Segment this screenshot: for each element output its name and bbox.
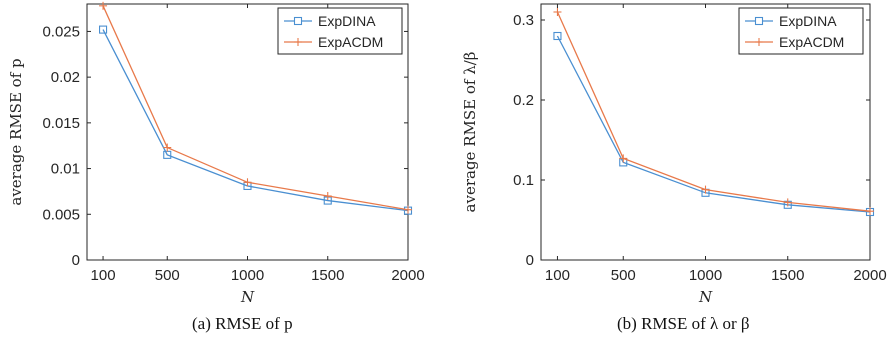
- y-tick-label: 0.2: [513, 92, 534, 109]
- y-tick-label: 0: [526, 252, 534, 269]
- data-point-expacdm: [243, 178, 252, 187]
- x-tick-label: 1500: [311, 267, 344, 284]
- x-tick-label: 2000: [853, 267, 886, 284]
- chart-panel-a: 100 500 1000 1500 2000 0 0.005 0.01 0.015 0.02 0.0…: [7, 1, 425, 333]
- data-point-expacdm: [783, 198, 792, 207]
- data-point-expacdm: [619, 154, 628, 163]
- figure-caption: (b) RMSE of λ or β: [617, 314, 750, 333]
- x-tick-label: 100: [91, 267, 116, 284]
- y-tick-label: 0.005: [42, 206, 80, 223]
- legend-box: [738, 7, 864, 55]
- y-tick-label: 0.015: [42, 115, 80, 132]
- legend: ExpDINA ExpACDM: [738, 7, 864, 55]
- x-tick-label: 1500: [771, 267, 804, 284]
- y-tick-label: 0.1: [513, 172, 534, 189]
- data-point-expdina: [553, 31, 562, 41]
- legend-label: ExpDINA: [318, 13, 376, 29]
- data-point-expacdm: [404, 205, 412, 214]
- y-tick-label: 0: [72, 252, 80, 269]
- legend-box: [277, 7, 403, 55]
- legend-label: ExpDINA: [779, 13, 837, 29]
- y-tick-label: 0.3: [513, 12, 534, 29]
- x-tick-label: 500: [611, 267, 636, 284]
- x-tick-label: 100: [545, 267, 570, 284]
- legend-marker: [754, 16, 764, 26]
- x-tick-label: 2000: [391, 267, 424, 284]
- x-axis-label: N: [240, 288, 255, 306]
- figure-caption: (a) RMSE of p: [192, 314, 293, 333]
- y-tick-label: 0.025: [42, 23, 80, 40]
- x-tick-label: 1000: [689, 267, 722, 284]
- y-axis-label: average RMSE of p: [7, 58, 25, 205]
- x-tick-label: 500: [155, 267, 180, 284]
- legend-marker: [293, 16, 303, 26]
- data-point-expacdm: [553, 8, 562, 16]
- data-point-expdina: [99, 25, 108, 34]
- data-point-expacdm: [701, 185, 710, 194]
- legend-label: ExpACDM: [318, 34, 383, 50]
- legend: ExpDINA ExpACDM: [277, 7, 403, 55]
- y-tick-label: 0.02: [51, 69, 80, 86]
- y-axis-label: average RMSE of λ/β: [461, 52, 479, 213]
- x-axis-label: N: [698, 288, 713, 306]
- x-tick-label: 1000: [231, 267, 264, 284]
- y-tick-label: 0.01: [51, 161, 80, 178]
- data-point-expacdm: [866, 207, 874, 216]
- data-point-expacdm: [163, 143, 172, 152]
- data-point-expacdm: [323, 192, 332, 200]
- series-line-expdina: [556, 35, 871, 213]
- data-point-expacdm: [99, 1, 108, 10]
- legend-label: ExpACDM: [779, 34, 844, 50]
